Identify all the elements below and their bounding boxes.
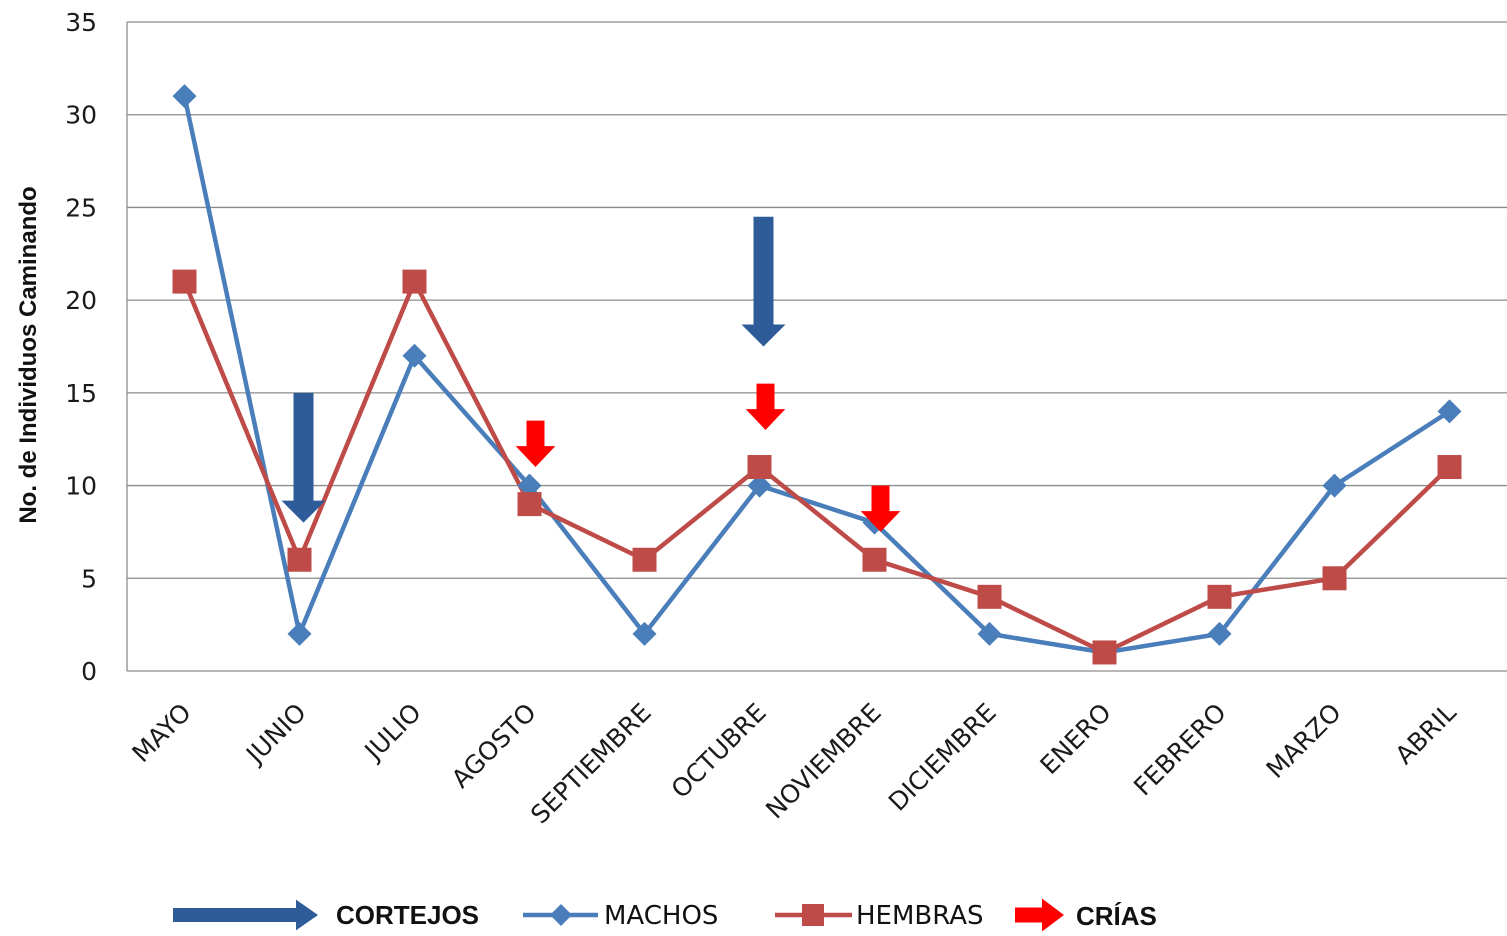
point-machos-octubre: [747, 473, 772, 498]
point-hembras-marzo: [1322, 566, 1347, 591]
arrow-crias-noviembre: [860, 485, 901, 532]
legend-marker-machos: [550, 904, 572, 926]
point-hembras-enero: [1092, 640, 1117, 665]
x-tick-label-diciembre: DICIEMBRE: [883, 698, 1002, 817]
x-tick-label-marzo: MARZO: [1261, 698, 1347, 784]
legend-label-crias: CRÍAS: [1076, 901, 1157, 931]
point-machos-abril: [1437, 399, 1462, 424]
point-hembras-mayo: [172, 269, 197, 294]
x-tick-label-septiembre: SEPTIEMBRE: [525, 698, 657, 830]
point-hembras-febrero: [1207, 584, 1232, 609]
point-hembras-junio: [287, 547, 312, 572]
x-tick-label-julio: JULIO: [358, 698, 427, 767]
point-machos-mayo: [172, 84, 197, 109]
point-hembras-abril: [1437, 455, 1462, 480]
point-machos-julio: [402, 343, 427, 368]
x-tick-label-octubre: OCTUBRE: [666, 698, 772, 804]
point-machos-diciembre: [977, 621, 1002, 646]
legend-swatch-crias: [1015, 898, 1064, 932]
arrow-crias-octubre: [745, 383, 786, 430]
y-tick-label-25: 25: [65, 193, 97, 222]
point-machos-agosto: [517, 473, 542, 498]
series-line-machos: [182, 95, 1451, 655]
y-tick-label-35: 35: [65, 8, 97, 37]
point-hembras-septiembre: [632, 547, 657, 572]
legend-label-hembras: HEMBRAS: [856, 901, 984, 931]
arrow-crias-agosto: [515, 420, 556, 468]
x-tick-label-junio: JUNIO: [239, 698, 311, 770]
x-tick-label-noviembre: NOVIEMBRE: [760, 698, 887, 825]
legend: CORTEJOS MACHOS HEMBRAS CRÍAS: [173, 898, 1157, 932]
y-tick-label-0: 0: [81, 657, 97, 686]
point-hembras-agosto: [517, 492, 542, 517]
y-tick-label-20: 20: [65, 286, 97, 315]
x-tick-label-mayo: MAYO: [127, 698, 197, 768]
y-tick-label-10: 10: [65, 472, 97, 501]
legend-swatch-cortejos: [173, 899, 318, 931]
point-machos-septiembre: [632, 621, 657, 646]
x-tick-label-febrero: FEBRERO: [1128, 698, 1232, 802]
point-hembras-julio: [402, 269, 427, 294]
x-tick-label-agosto: AGOSTO: [446, 698, 542, 794]
series-group: [172, 84, 1462, 665]
y-tick-label-15: 15: [65, 379, 97, 408]
y-tick-label-30: 30: [65, 101, 97, 130]
annotation-arrows: [281, 216, 901, 532]
legend-marker-hembras: [802, 904, 824, 926]
point-machos-febrero: [1207, 621, 1232, 646]
point-hembras-octubre: [747, 455, 772, 480]
gridlines: [126, 21, 1507, 672]
legend-label-machos: MACHOS: [604, 901, 718, 931]
y-tick-label-5: 5: [81, 564, 97, 593]
y-axis-tick-labels: 0 5 10 15 20 25 30 35: [65, 8, 97, 686]
arrow-cortejos-junio: [281, 392, 326, 523]
y-axis-label: No. de Individuos Caminando: [15, 186, 42, 523]
x-tick-label-abril: ABRIL: [1390, 698, 1462, 770]
point-machos-junio: [287, 621, 312, 646]
point-machos-marzo: [1322, 473, 1347, 498]
point-hembras-noviembre: [862, 547, 887, 572]
x-tick-label-enero: ENERO: [1034, 698, 1116, 780]
series-line-hembras: [182, 279, 1452, 655]
point-hembras-diciembre: [977, 584, 1002, 609]
arrow-cortejos-octubre: [741, 216, 786, 347]
legend-label-cortejos: CORTEJOS: [336, 900, 479, 930]
